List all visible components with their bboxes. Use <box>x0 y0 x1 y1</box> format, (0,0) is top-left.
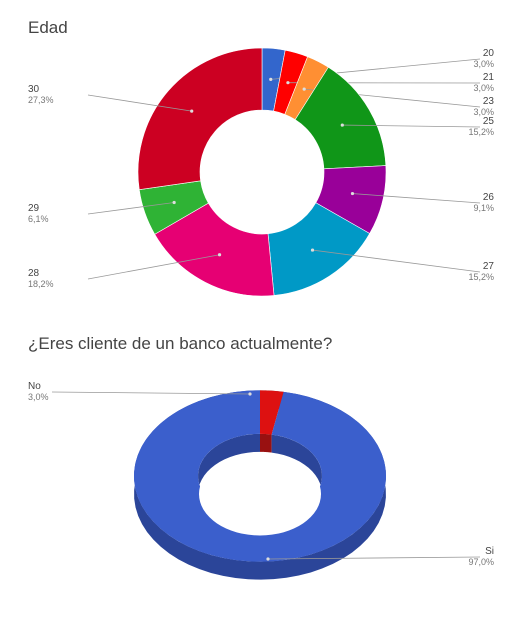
leader-dot-edad-29 <box>172 200 176 205</box>
leader-line-edad-26 <box>352 193 481 204</box>
slice-value-label-edad-29: 6,1% <box>28 214 49 224</box>
slice-edad-28 <box>154 202 275 297</box>
slice-label-edad-23: 23 <box>483 96 495 107</box>
slice-label-edad-28: 28 <box>28 268 40 279</box>
slice-value-label-edad-20: 3,0% <box>473 59 494 69</box>
slice-label-banco-no: No <box>28 381 41 392</box>
slice-value-label-edad-26: 9,1% <box>473 203 494 213</box>
slice-banco-no <box>260 390 284 435</box>
slice-value-label-banco-no: 3,0% <box>28 392 49 402</box>
slice-edad-30 <box>137 47 263 190</box>
slice-value-label-edad-30: 27,3% <box>28 95 54 105</box>
leader-line-banco-si <box>267 556 481 560</box>
slice-value-label-edad-28: 18,2% <box>28 279 54 289</box>
leader-line-edad-27 <box>312 249 481 273</box>
leader-dot-edad-30 <box>190 109 194 113</box>
leader-dot-edad-26 <box>350 191 355 196</box>
slice-value-label-edad-27: 15,2% <box>468 272 494 282</box>
leader-dot-edad-23 <box>302 87 306 91</box>
leader-dot-banco-si <box>266 557 270 561</box>
slice-label-edad-27: 27 <box>483 261 495 272</box>
slice-banco-si <box>134 390 387 562</box>
leader-dot-edad-25 <box>340 123 344 127</box>
leader-dot-banco-no <box>248 392 252 396</box>
donut-hole <box>199 452 321 536</box>
slice-label-edad-21: 21 <box>483 72 495 83</box>
slice-label-edad-30: 30 <box>28 84 40 95</box>
slice-value-label-banco-si: 97,0% <box>468 557 494 567</box>
leader-line-edad-28 <box>87 254 220 280</box>
chart-title-cliente-banco: ¿Eres cliente de un banco actualmente? <box>28 334 333 353</box>
slice-label-edad-26: 26 <box>483 192 495 203</box>
leader-dot-edad-28 <box>217 253 222 257</box>
leader-dot-edad-21 <box>286 81 290 85</box>
slice-label-edad-25: 25 <box>483 116 495 127</box>
slice-label-edad-29: 29 <box>28 203 40 214</box>
leader-line-banco-no <box>51 391 251 395</box>
slice-label-edad-20: 20 <box>483 48 495 59</box>
edad-donut-chart: 203,0%213,0%233,0%2515,2%269,1%2715,2%28… <box>28 47 495 297</box>
leader-line-edad-30 <box>87 94 192 112</box>
chart-title-edad: Edad <box>28 18 68 37</box>
leader-line-edad-25 <box>342 124 481 128</box>
slice-value-label-edad-25: 15,2% <box>468 127 494 137</box>
slice-inner-wall-banco-no <box>260 433 272 453</box>
slice-value-label-edad-23: 3,0% <box>473 107 494 117</box>
leader-line-edad-29 <box>87 202 175 215</box>
leader-dot-edad-20 <box>269 77 273 82</box>
slice-value-label-edad-21: 3,0% <box>473 83 494 93</box>
leader-dot-edad-27 <box>310 248 315 252</box>
slice-label-banco-si: Si <box>485 546 494 557</box>
